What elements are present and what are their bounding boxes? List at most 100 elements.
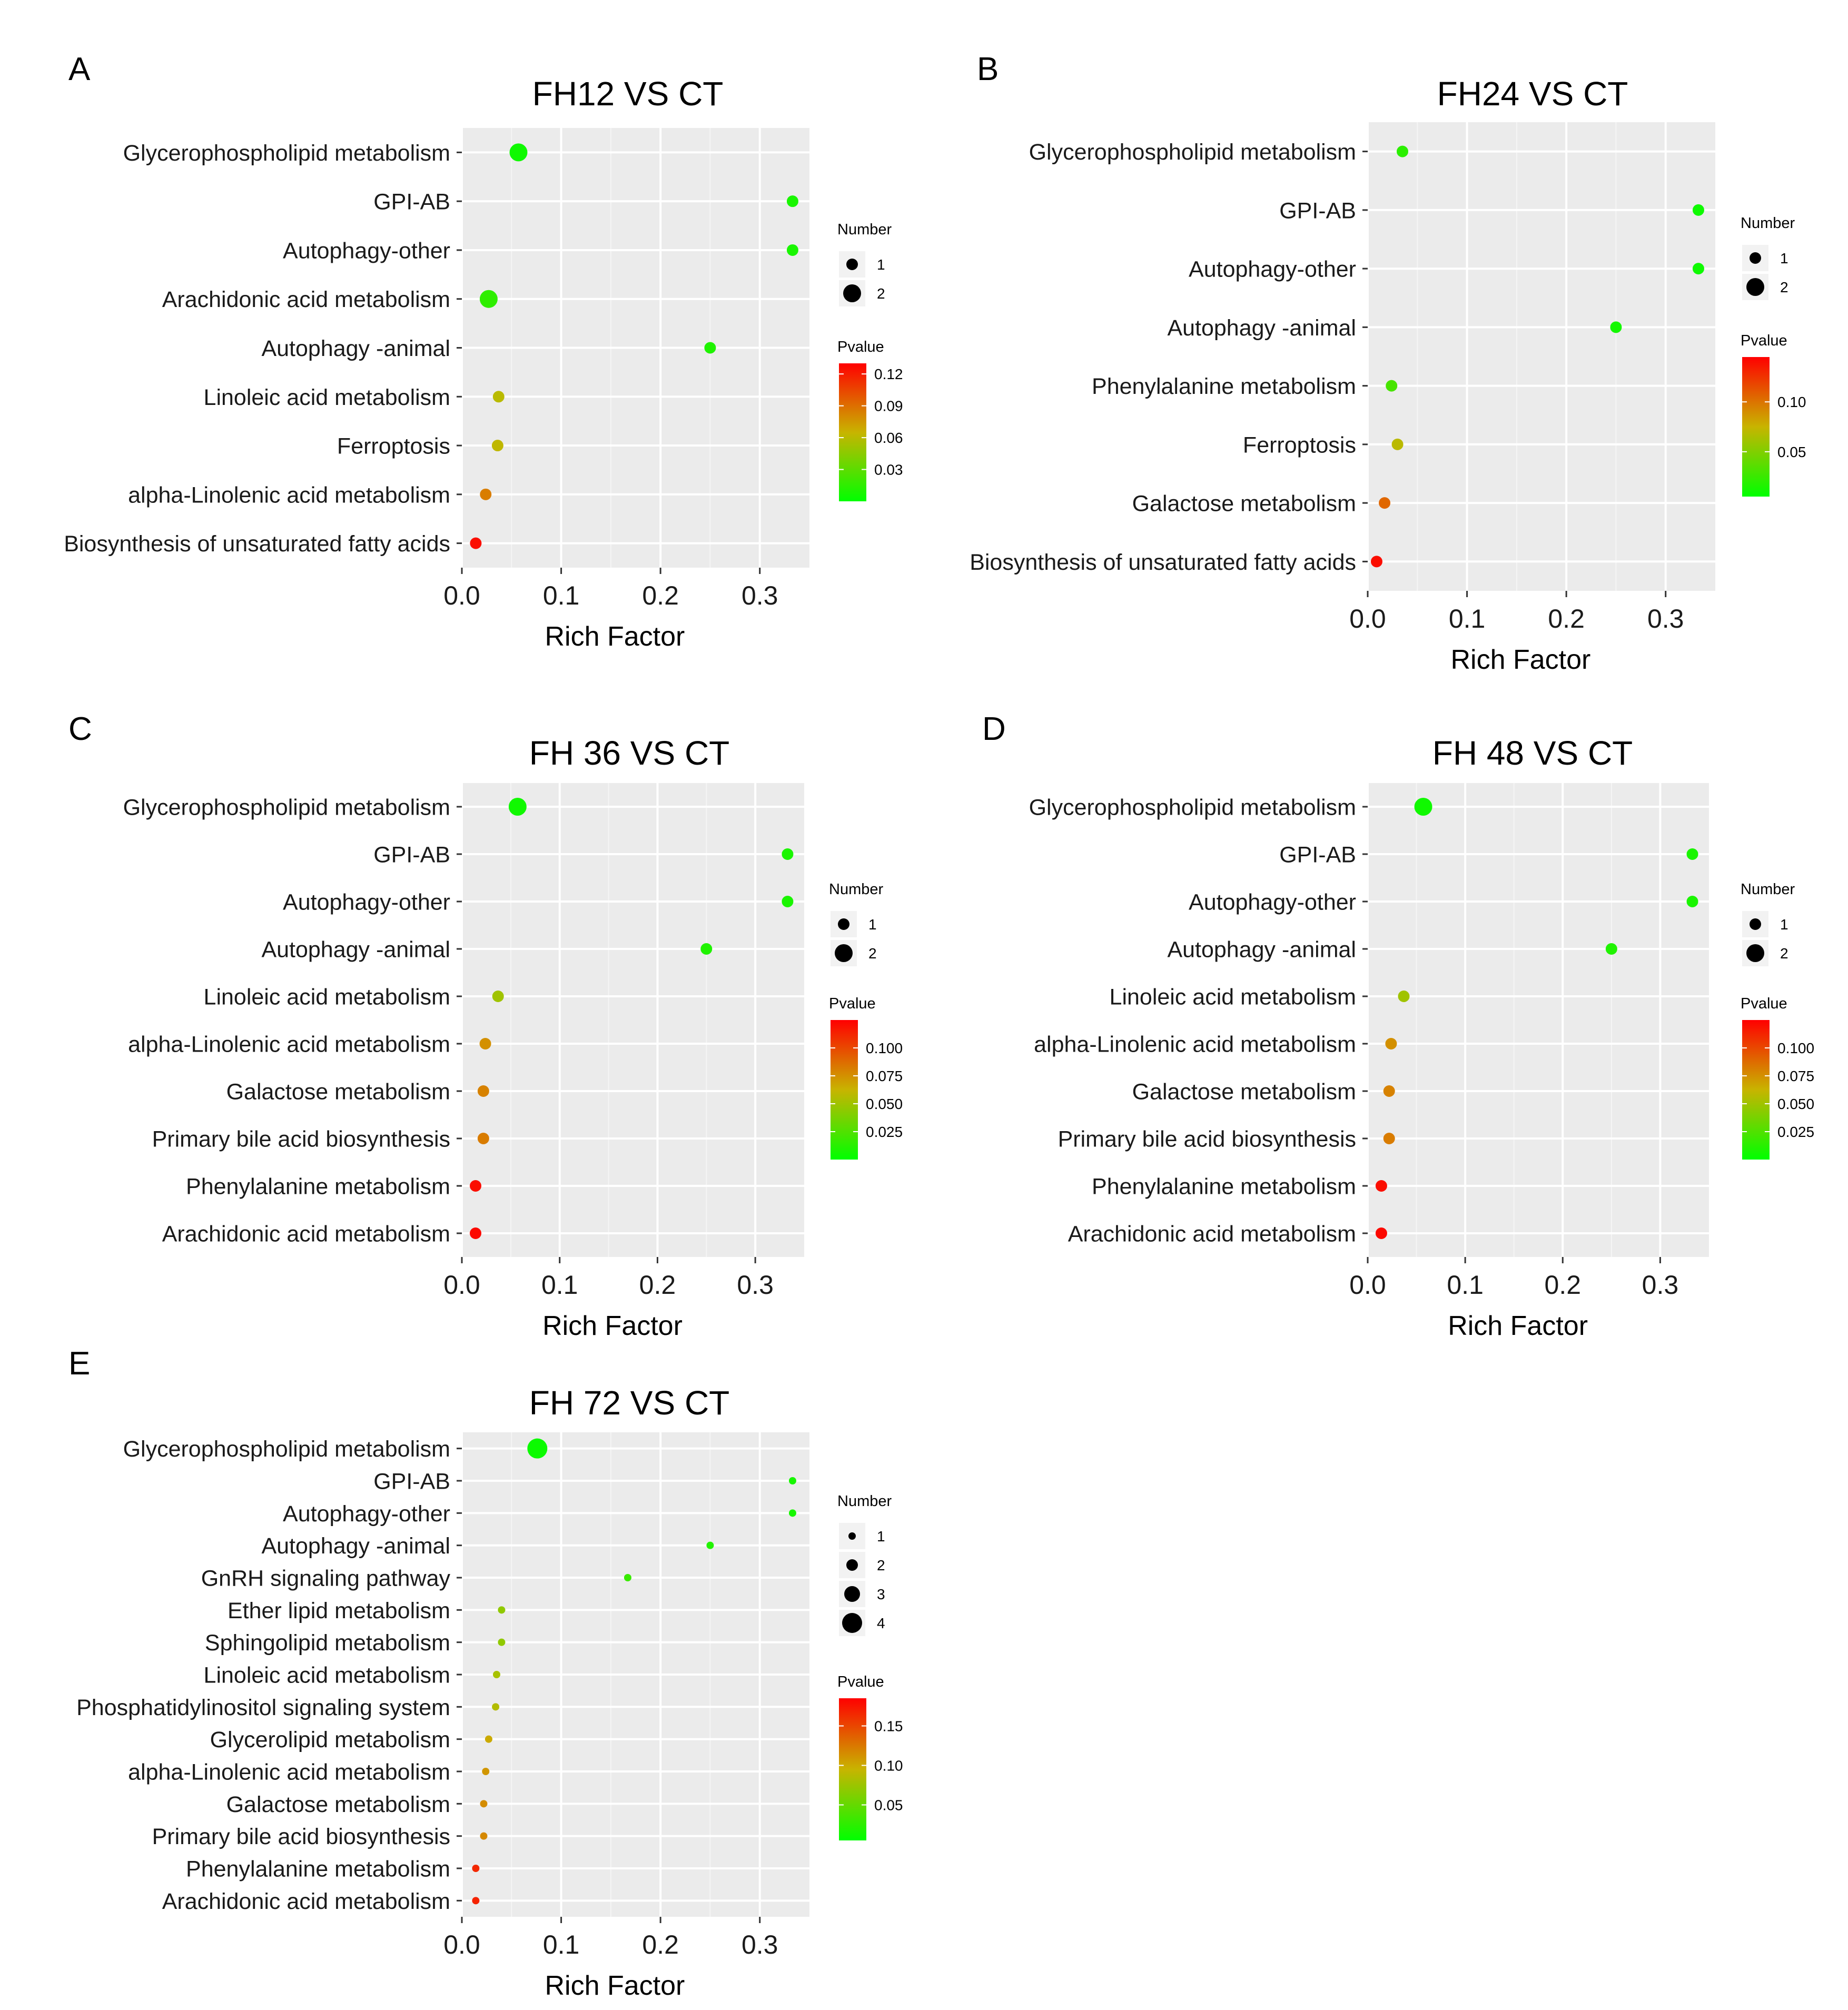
panel-c-colorbar-label: 0.050 [866,1096,903,1112]
panel-e-color-legend-title: Pvalue [837,1674,884,1690]
panel-d-title: FH 48 VS CT [1432,734,1633,772]
panel-e-point [788,1509,796,1517]
panel-b-letter: B [977,51,999,87]
panel-e-size-legend-label: 3 [877,1586,885,1602]
panel-b-pathway-label: Phenylalanine metabolism [1092,374,1356,399]
panel-e-pathway-label: Ether lipid metabolism [228,1598,450,1623]
panel-e-xtick-label: 0.2 [642,1930,679,1959]
panel-a-size-legend-label: 2 [877,285,885,302]
panel-a-point [509,143,528,162]
panel-e-point [706,1541,714,1549]
panel-c-pathway-label: Galactose metabolism [226,1079,450,1104]
panel-e-size-legend-dot [844,1586,860,1602]
panel-a-colorbar-label: 0.06 [874,430,903,446]
panel-e-xtick-label: 0.0 [443,1930,480,1959]
panel-e-colorbar-label: 0.10 [874,1758,903,1774]
panel-b-pathway-label: Autophagy -animal [1167,315,1356,341]
panel-d-xtick-label: 0.0 [1349,1270,1386,1300]
panel-b-point [1692,263,1704,275]
panel-e-pathway-label: alpha-Linolenic acid metabolism [128,1759,450,1785]
panel-a: A FH12 VS CT Glycerophospholipid metabolis… [64,51,903,652]
panel-d-point [1414,798,1432,816]
panel-c-point [477,1133,489,1144]
panel-c-pathway-label: GPI-AB [373,842,450,867]
panel-d-colorbar-label: 0.050 [1777,1096,1814,1112]
panel-c-point [470,1227,481,1239]
panel-e-point [472,1865,480,1872]
panel-e-pathway-label: Autophagy-other [283,1501,450,1527]
panel-b-size-legend-label: 2 [1780,279,1788,295]
panel-b-pathway-label: Ferroptosis [1243,432,1356,458]
panel-a-pathway-label: alpha-Linolenic acid metabolism [128,482,450,508]
panel-b-point [1379,497,1391,509]
panel-e-pathway-label: Phosphatidylinositol signaling system [76,1695,450,1720]
panel-c-pathway-label: Linoleic acid metabolism [204,984,450,1009]
panel-a-point [786,195,798,207]
panel-c-point [470,1180,481,1192]
panel-e-pathway-label: GPI-AB [373,1469,450,1494]
panel-a-xtick-label: 0.1 [543,581,580,610]
panel-e-pathway-label: GnRH signaling pathway [201,1566,451,1591]
panel-d-size-legend-label: 1 [1780,916,1788,933]
panel-e-pathway-label: Galactose metabolism [226,1792,450,1817]
panel-e-xlabel: Rich Factor [545,1971,685,2001]
panel-d-pathway-label: Linoleic acid metabolism [1110,984,1356,1009]
panel-e-point [498,1606,506,1614]
panel-a-xtick-label: 0.0 [443,581,480,610]
panel-c-pathway-label: Glycerophospholipid metabolism [123,795,450,820]
panel-c-size-legend-dot [835,944,853,962]
panel-e-point [492,1703,500,1711]
panel-c-size-legend-title: Number [829,881,883,898]
panel-e-point [482,1768,490,1775]
panel-c-point [782,848,794,860]
panel-c-xtick-label: 0.2 [639,1270,676,1300]
panel-d-xlabel: Rich Factor [1448,1311,1588,1341]
panel-e-point [485,1735,492,1743]
panel-d-point [1375,1180,1387,1192]
panel-b-colorbar-label: 0.10 [1777,394,1806,410]
panel-b-point [1610,321,1622,333]
panel-a-color-legend-title: Pvalue [837,339,884,355]
panel-c-size-legend-label: 1 [868,916,877,933]
panel-d: D FH 48 VS CT Glycerophospholipid metaboli… [982,711,1814,1341]
panel-d-point [1686,848,1698,860]
panel-d-color-legend-title: Pvalue [1741,995,1787,1012]
panel-c-colorbar-label: 0.025 [866,1124,903,1140]
panel-c-point [479,1038,491,1049]
panel-d-pathway-label: Galactose metabolism [1132,1079,1356,1104]
panel-d-colorbar-label: 0.100 [1777,1040,1814,1056]
panel-e-point [480,1832,488,1840]
panel-d-pathway-label: Primary bile acid biosynthesis [1058,1126,1356,1152]
panel-d-xtick-label: 0.3 [1642,1270,1679,1300]
panel-d-size-legend-dot [1750,918,1761,930]
panel-a-pathway-label: Glycerophospholipid metabolism [123,141,450,166]
panel-d-point [1398,991,1410,1002]
panel-e-size-legend-dot [842,1613,862,1633]
panel-c-xlabel: Rich Factor [542,1311,683,1341]
panel-a-xtick-label: 0.3 [742,581,778,610]
panel-e-pathway-label: Glycerolipid metabolism [210,1727,450,1752]
panel-d-pathway-label: Autophagy-other [1189,889,1356,915]
panel-b-xlabel: Rich Factor [1450,645,1590,675]
panel-e-pathway-label: Autophagy -animal [261,1533,450,1559]
panel-b-point [1370,556,1382,568]
panel-e-letter: E [68,1345,90,1382]
panel-d-size-legend-dot [1746,944,1764,962]
panel-a-colorbar-label: 0.03 [874,462,903,478]
panel-c-colorbar-label: 0.100 [866,1040,903,1056]
panel-c-title: FH 36 VS CT [529,734,730,772]
panel-d-letter: D [982,711,1006,747]
panel-c-point [508,798,527,816]
panel-d-pathway-label: Autophagy -animal [1167,937,1356,962]
panel-b-xtick-label: 0.2 [1548,604,1585,633]
panel-c-letter: C [68,711,92,747]
panel-e-pathway-label: Arachidonic acid metabolism [162,1889,450,1914]
panel-a-point [470,537,482,549]
panel-c-size-legend-label: 2 [868,945,877,962]
panel-a-pathway-label: Arachidonic acid metabolism [162,287,450,312]
panel-a-colorbar [839,363,866,501]
panel-e-xtick-label: 0.1 [543,1930,580,1959]
panel-d-xtick-label: 0.2 [1545,1270,1582,1300]
panel-e-point [624,1574,631,1581]
panel-a-pathway-label: Autophagy-other [283,238,450,263]
